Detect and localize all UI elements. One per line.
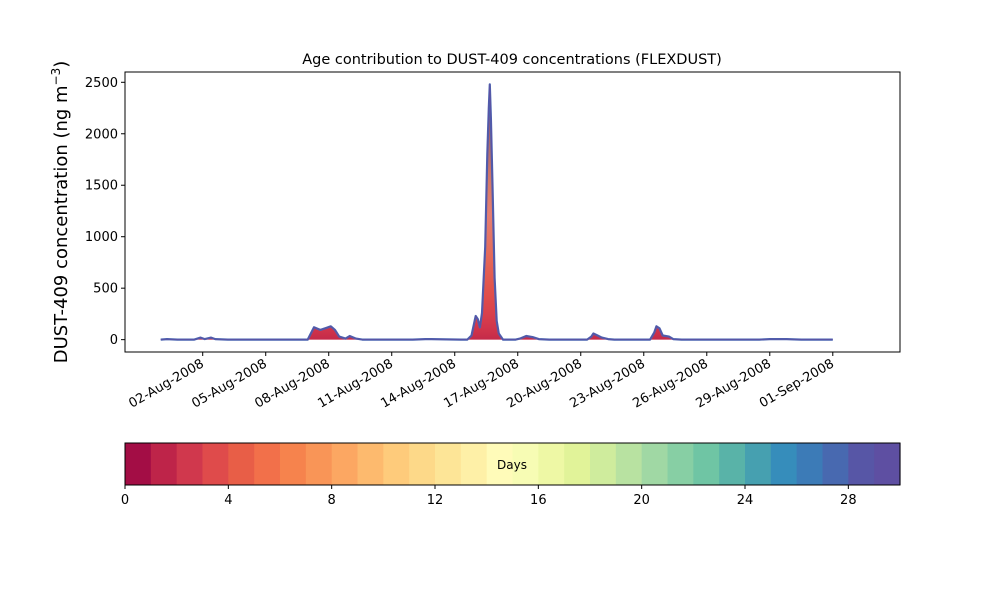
colorbar-segment <box>512 443 539 485</box>
colorbar <box>125 443 901 485</box>
plot-frame <box>124 71 901 353</box>
chart-title: Age contribution to DUST-409 concentrati… <box>302 52 722 68</box>
colorbar-segment <box>305 443 333 485</box>
colorbar-segment <box>719 443 746 485</box>
colorbar-tick-label: 20 <box>633 493 650 508</box>
colorbar-tick-label: 0 <box>121 493 129 508</box>
colorbar-segment <box>486 443 514 485</box>
x-axis: 02-Aug-200805-Aug-200808-Aug-200811-Aug-… <box>126 352 837 412</box>
y-tick-label: 1500 <box>85 179 118 194</box>
y-tick-label: 500 <box>93 282 118 297</box>
colorbar-tick-label: 28 <box>840 493 857 508</box>
plot-area <box>160 83 833 341</box>
colorbar-frame <box>124 442 901 486</box>
colorbar-segment <box>409 443 436 485</box>
colorbar-segment <box>357 443 384 485</box>
colorbar-segment <box>383 443 410 485</box>
total-concentration-line <box>160 83 833 341</box>
colorbar-label: Days <box>497 458 527 472</box>
y-tick-label: 0 <box>110 333 118 348</box>
colorbar-segment <box>590 443 617 485</box>
colorbar-segment <box>667 443 694 485</box>
colorbar-segment <box>770 443 798 485</box>
colorbar-segment <box>254 443 281 485</box>
colorbar-segment <box>848 443 875 485</box>
y-tick-label: 2500 <box>85 76 118 91</box>
y-axis-label-text: DUST-409 concentration (ng m <box>51 85 72 363</box>
y-tick-label: 1000 <box>85 230 118 245</box>
colorbar-segment <box>693 443 720 485</box>
colorbar-tick-label: 8 <box>328 493 336 508</box>
colorbar-segment <box>822 443 849 485</box>
colorbar-segment <box>331 443 359 485</box>
colorbar-segment <box>615 443 643 485</box>
colorbar-segment <box>125 443 152 485</box>
colorbar-segment <box>538 443 565 485</box>
colorbar-axis: 0 4 8 12 16 20 24 28 <box>121 485 857 508</box>
colorbar-tick-label: 12 <box>427 493 444 508</box>
y-axis-label: DUST-409 concentration (ng m−3) <box>49 61 72 364</box>
colorbar-segment <box>460 443 488 485</box>
colorbar-segment <box>280 443 307 485</box>
y-axis: 0 500 1000 1500 2000 2500 <box>85 76 125 348</box>
y-axis-label-superscript: −3 <box>49 68 63 86</box>
y-tick-label: 2000 <box>85 127 118 142</box>
colorbar-segment <box>745 443 772 485</box>
colorbar-segment <box>435 443 462 485</box>
colorbar-tick-label: 4 <box>224 493 232 508</box>
colorbar-segment <box>150 443 178 485</box>
colorbar-segment <box>874 443 901 485</box>
colorbar-tick-label: 16 <box>530 493 547 508</box>
oldest-age-line <box>160 84 833 340</box>
colorbar-segment <box>564 443 591 485</box>
colorbar-segment <box>228 443 255 485</box>
colorbar-segment <box>176 443 204 485</box>
colorbar-segment <box>202 443 229 485</box>
colorbar-segment <box>641 443 669 485</box>
colorbar-tick-label: 24 <box>737 493 754 508</box>
colorbar-segment <box>796 443 824 485</box>
y-axis-label-close: ) <box>51 61 72 68</box>
